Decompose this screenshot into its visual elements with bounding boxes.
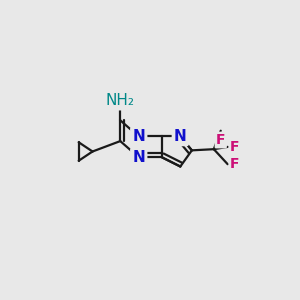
Text: N: N — [132, 129, 145, 144]
Text: F: F — [230, 140, 239, 154]
Text: N: N — [174, 129, 187, 144]
Text: N: N — [132, 150, 145, 165]
Text: F: F — [230, 157, 239, 171]
Text: NH₂: NH₂ — [106, 93, 135, 108]
Text: F: F — [216, 133, 226, 147]
